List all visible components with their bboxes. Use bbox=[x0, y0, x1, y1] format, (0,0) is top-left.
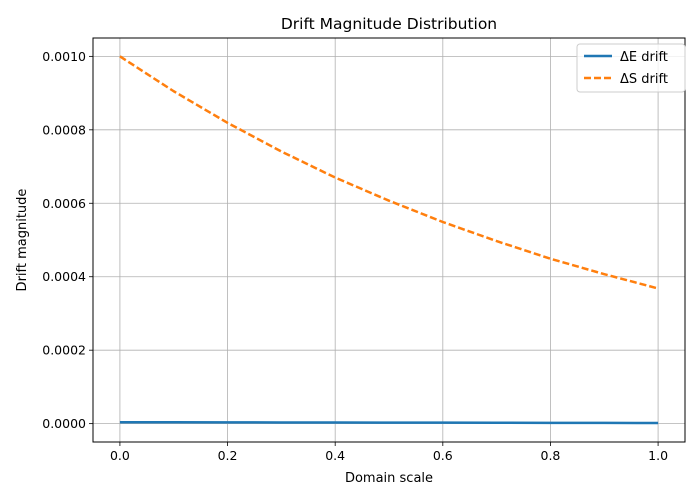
x-tick-label: 0.4 bbox=[325, 448, 345, 463]
y-axis-label: Drift magnitude bbox=[15, 189, 30, 292]
legend: ΔE drift ΔS drift bbox=[576, 43, 686, 93]
legend-label-delta-e: ΔE drift bbox=[620, 50, 668, 65]
y-tick-label: 0.0008 bbox=[42, 122, 86, 137]
x-axis-ticks: 0.0 0.2 0.4 0.6 0.8 1.0 bbox=[110, 442, 668, 463]
x-tick-label: 0.6 bbox=[433, 448, 453, 463]
series-line-delta-e bbox=[119, 421, 659, 425]
x-axis-label: Domain scale bbox=[345, 471, 433, 486]
y-tick-label: 0.0004 bbox=[42, 269, 86, 284]
x-tick-label: 1.0 bbox=[648, 448, 668, 463]
x-tick-label: 0.2 bbox=[218, 448, 238, 463]
x-tick-label: 0.8 bbox=[541, 448, 561, 463]
legend-label-delta-s: ΔS drift bbox=[620, 72, 668, 87]
y-tick-label: 0.0002 bbox=[42, 343, 86, 358]
series-lines bbox=[119, 55, 659, 425]
x-tick-label: 0.0 bbox=[110, 448, 130, 463]
grid bbox=[93, 38, 685, 442]
chart-title: Drift Magnitude Distribution bbox=[281, 15, 497, 33]
y-tick-label: 0.0006 bbox=[42, 196, 86, 211]
series-line-delta-s bbox=[119, 55, 659, 290]
plot-frame bbox=[92, 37, 686, 443]
y-tick-label: 0.0010 bbox=[42, 49, 86, 64]
y-axis-ticks: 0.0000 0.0002 0.0004 0.0006 0.0008 0.0010 bbox=[42, 49, 93, 431]
y-tick-label: 0.0000 bbox=[42, 416, 86, 431]
